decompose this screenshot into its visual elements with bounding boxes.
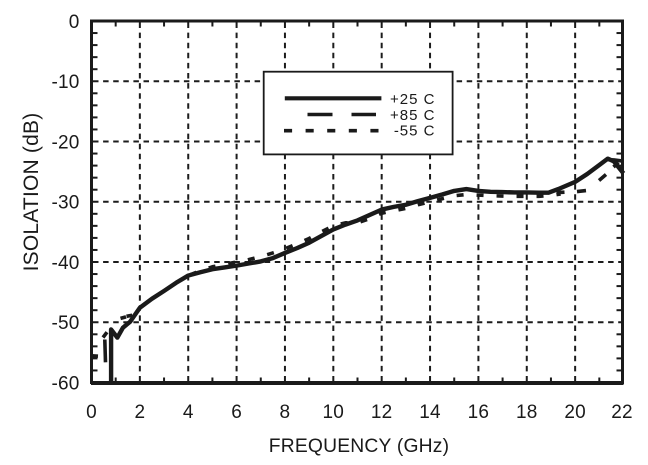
svg-text:-55 C: -55 C: [394, 123, 436, 140]
svg-text:0: 0: [69, 12, 80, 33]
svg-text:-50: -50: [51, 313, 79, 334]
svg-text:-10: -10: [51, 72, 79, 93]
svg-text:4: 4: [183, 402, 194, 423]
svg-text:0: 0: [86, 402, 97, 423]
svg-text:16: 16: [468, 402, 490, 423]
svg-text:-40: -40: [51, 253, 79, 274]
svg-text:22: 22: [611, 402, 633, 423]
svg-text:FREQUENCY (GHz): FREQUENCY (GHz): [269, 436, 449, 457]
svg-text:10: 10: [323, 402, 345, 423]
svg-text:-60: -60: [51, 373, 79, 394]
svg-text:6: 6: [231, 402, 242, 423]
svg-text:12: 12: [371, 402, 393, 423]
svg-text:2: 2: [134, 402, 145, 423]
svg-text:14: 14: [419, 402, 441, 423]
svg-text:+25 C: +25 C: [390, 91, 435, 108]
svg-text:20: 20: [564, 402, 586, 423]
svg-text:+85 C: +85 C: [390, 107, 435, 124]
svg-text:8: 8: [280, 402, 291, 423]
svg-text:-20: -20: [51, 132, 79, 153]
svg-text:ISOLATION (dB): ISOLATION (dB): [20, 113, 43, 272]
svg-text:18: 18: [516, 402, 538, 423]
svg-text:-30: -30: [51, 193, 79, 214]
